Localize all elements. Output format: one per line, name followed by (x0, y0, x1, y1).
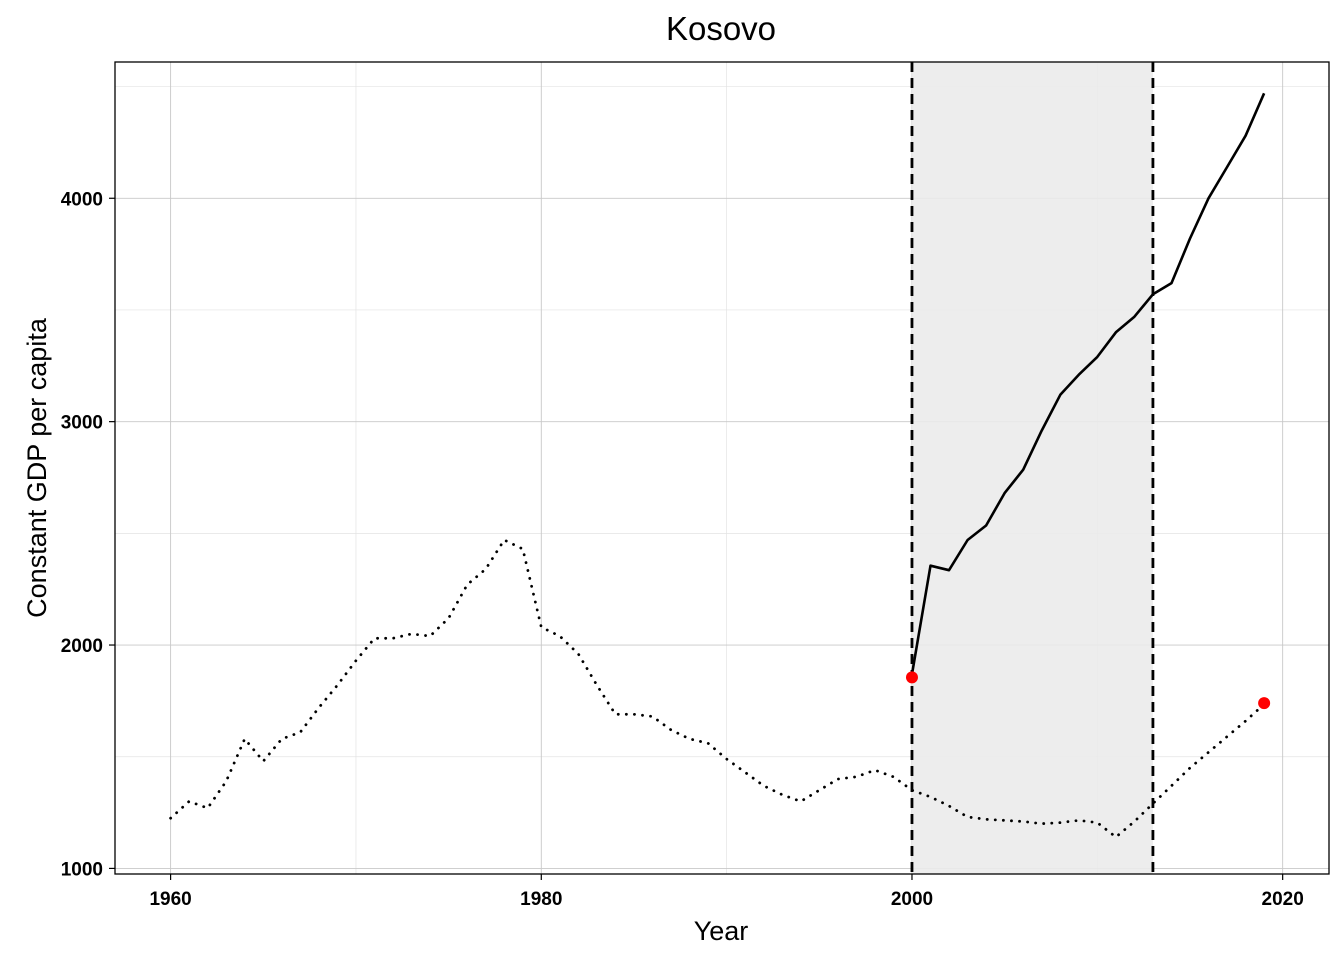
shaded-region (911, 62, 1153, 874)
x-tick-label: 2000 (891, 889, 933, 910)
red-marker (1258, 697, 1271, 710)
x-axis-title: Year (694, 916, 749, 946)
y-tick-label: 1000 (61, 859, 103, 880)
marker-layer (905, 671, 1271, 710)
y-tick-label: 4000 (61, 189, 103, 210)
y-tick-label: 3000 (61, 413, 103, 434)
red-marker (905, 671, 918, 684)
x-tick-label: 2020 (1262, 889, 1304, 910)
series-layer (169, 92, 1266, 839)
y-tick-label: 2000 (61, 636, 103, 657)
chart-title: Kosovo (666, 10, 776, 47)
tick-layer: 1960 1980 2000 2020 1000 2000 3000 4000 (61, 189, 1304, 910)
x-tick-label: 1980 (520, 889, 562, 910)
shaded-region-layer (911, 62, 1153, 874)
x-tick-label: 1960 (149, 889, 191, 910)
y-axis-title: Constant GDP per capita (22, 317, 52, 618)
vline-layer (910, 62, 1155, 874)
plot-panel-border (114, 61, 1330, 875)
solid-series-line (910, 92, 1266, 675)
